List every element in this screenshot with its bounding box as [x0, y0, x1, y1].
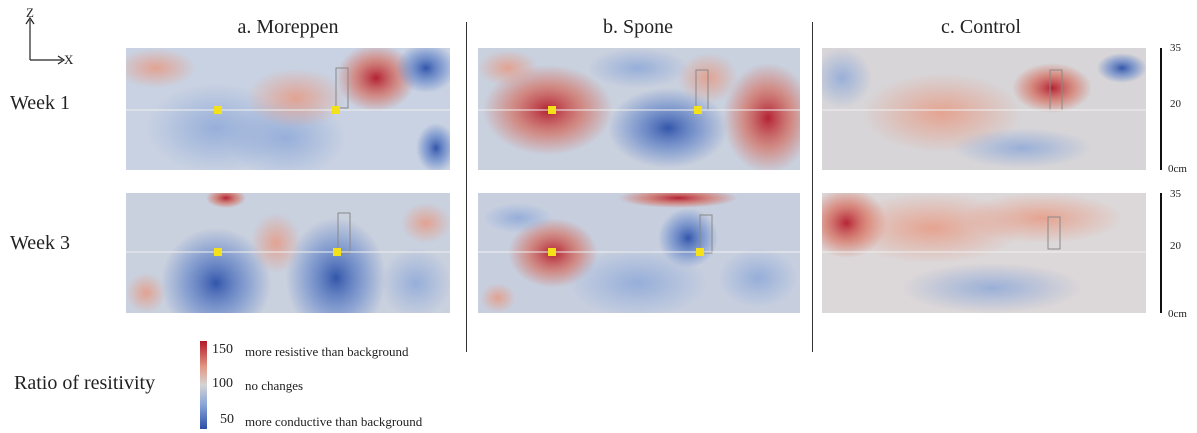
column-title-control: c. Control [941, 16, 1021, 38]
map-moreppen-week1 [126, 48, 450, 170]
depth-scale-week1-bottom: 0cm [1168, 163, 1187, 175]
column-divider-1 [466, 22, 467, 352]
colorbar-mid-value: 100 [212, 376, 233, 391]
z-axis-label: Z [26, 5, 34, 20]
row-label-week3: Week 3 [10, 232, 71, 254]
colorbar-title: Ratio of resitivity [14, 372, 156, 394]
depth-scale-week3-bottom: 0cm [1168, 308, 1187, 320]
colorbar-low-value: 50 [220, 412, 234, 427]
depth-scale-week1 [1160, 48, 1162, 170]
colorbar-low-text: more conductive than background [245, 414, 423, 429]
depth-scale-week1-mid: 20 [1170, 98, 1181, 110]
map-spone-week1 [478, 48, 800, 170]
colorbar-high-value: 150 [212, 342, 233, 357]
map-control-week1 [822, 48, 1146, 170]
axis-icon [22, 8, 82, 68]
colorbar [200, 341, 207, 429]
map-moreppen-week3 [126, 193, 450, 313]
depth-scale-week3-top: 35 [1170, 188, 1181, 200]
depth-scale-week3 [1160, 193, 1162, 313]
map-control-week3 [822, 193, 1146, 313]
column-divider-2 [812, 22, 813, 352]
x-axis-label: X [64, 52, 74, 67]
column-title-moreppen: a. Moreppen [237, 16, 339, 38]
depth-scale-week1-top: 35 [1170, 42, 1181, 54]
column-title-spone: b. Spone [603, 16, 673, 38]
row-label-week1: Week 1 [10, 92, 71, 114]
colorbar-high-text: more resistive than background [245, 344, 409, 359]
depth-scale-week3-mid: 20 [1170, 240, 1181, 252]
map-spone-week3 [478, 193, 800, 313]
colorbar-mid-text: no changes [245, 378, 304, 393]
